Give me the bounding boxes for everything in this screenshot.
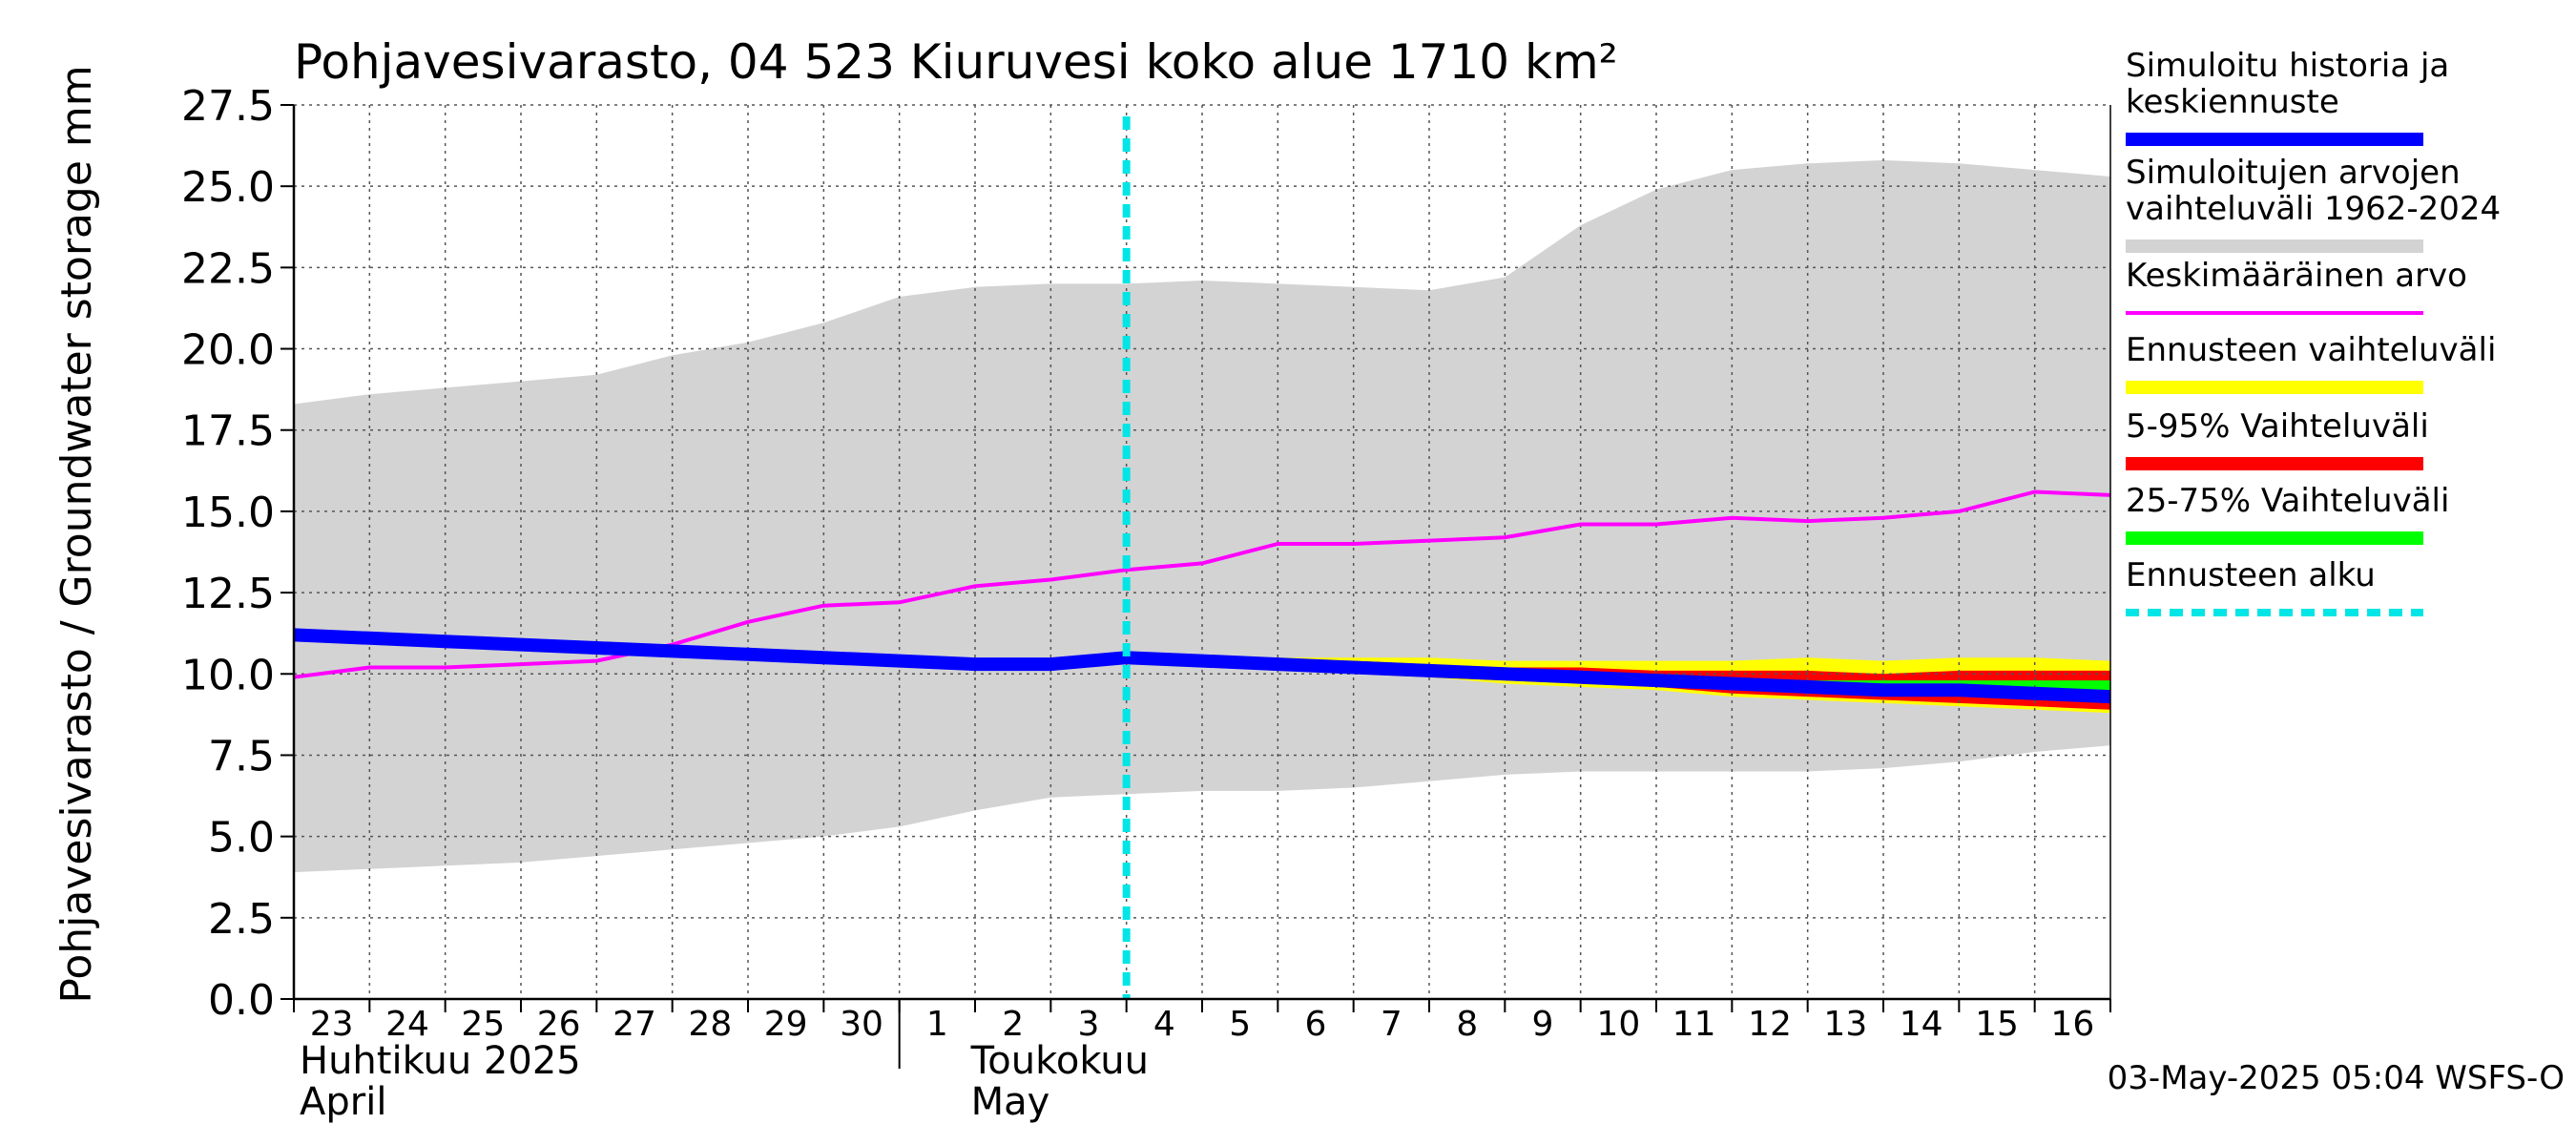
- y-tick-label: 2.5: [208, 895, 275, 944]
- month-label-fi: Huhtikuu 2025: [300, 1039, 581, 1083]
- x-tick-label: 1: [926, 1005, 948, 1044]
- y-tick-label: 7.5: [208, 732, 275, 781]
- y-tick-label: 12.5: [181, 570, 275, 618]
- x-tick-label: 7: [1381, 1005, 1402, 1044]
- x-tick-label: 13: [1823, 1005, 1867, 1044]
- y-tick-label: 15.0: [181, 489, 275, 537]
- y-tick-label: 27.5: [181, 82, 275, 131]
- legend-label: Keskimääräinen arvo: [2126, 257, 2467, 295]
- y-tick-label: 20.0: [181, 326, 275, 375]
- month-label-fi: Toukokuu: [970, 1039, 1149, 1083]
- x-tick-label: 28: [688, 1005, 732, 1044]
- x-tick-label: 26: [537, 1005, 581, 1044]
- x-tick-label: 30: [840, 1005, 883, 1044]
- legend-label: Ennusteen vaihteluväli: [2126, 331, 2496, 369]
- legend-label: Simuloitujen arvojen: [2126, 154, 2461, 192]
- x-tick-label: 15: [1975, 1005, 2019, 1044]
- month-label-en: May: [971, 1080, 1050, 1124]
- legend-label: Simuloitu historia ja: [2126, 47, 2449, 85]
- x-tick-label: 14: [1900, 1005, 1943, 1044]
- y-tick-label: 22.5: [181, 244, 275, 293]
- x-tick-label: 24: [385, 1005, 429, 1044]
- x-tick-label: 2: [1002, 1005, 1024, 1044]
- x-tick-label: 8: [1456, 1005, 1478, 1044]
- x-tick-label: 10: [1596, 1005, 1640, 1044]
- x-tick-label: 4: [1153, 1005, 1175, 1044]
- x-tick-label: 3: [1078, 1005, 1100, 1044]
- x-tick-label: 9: [1532, 1005, 1554, 1044]
- legend-label: vaihteluväli 1962-2024: [2126, 190, 2501, 228]
- x-tick-label: 11: [1672, 1005, 1716, 1044]
- month-label-en: April: [300, 1080, 386, 1124]
- x-tick-label: 27: [613, 1005, 656, 1044]
- timestamp-footer: 03-May-2025 05:04 WSFS-O: [2108, 1059, 2565, 1097]
- chart-title: Pohjavesivarasto, 04 523 Kiuruvesi koko …: [294, 34, 1618, 90]
- history-line: [293, 628, 1128, 672]
- y-tick-label: 10.0: [181, 651, 275, 699]
- y-tick-label: 25.0: [181, 163, 275, 212]
- x-tick-label: 5: [1229, 1005, 1251, 1044]
- x-tick-label: 16: [2050, 1005, 2094, 1044]
- x-tick-label: 25: [461, 1005, 505, 1044]
- y-tick-label: 17.5: [181, 407, 275, 456]
- forecast-median-line: [1126, 651, 2111, 704]
- y-tick-label: 5.0: [208, 814, 275, 863]
- y-axis-label: Pohjavesivarasto / Groundwater storage m…: [52, 65, 101, 1003]
- legend-label: keskiennuste: [2126, 83, 2339, 121]
- x-tick-label: 6: [1305, 1005, 1327, 1044]
- legend-label: 5-95% Vaihteluväli: [2126, 407, 2429, 446]
- x-tick-label: 12: [1748, 1005, 1792, 1044]
- mean-line: [293, 489, 2111, 679]
- y-tick-label: 0.0: [208, 976, 275, 1025]
- legend-label: 25-75% Vaihteluväli: [2126, 482, 2449, 520]
- x-tick-label: 29: [764, 1005, 808, 1044]
- legend-label: Ennusteen alku: [2126, 556, 2376, 594]
- x-tick-label: 23: [310, 1005, 354, 1044]
